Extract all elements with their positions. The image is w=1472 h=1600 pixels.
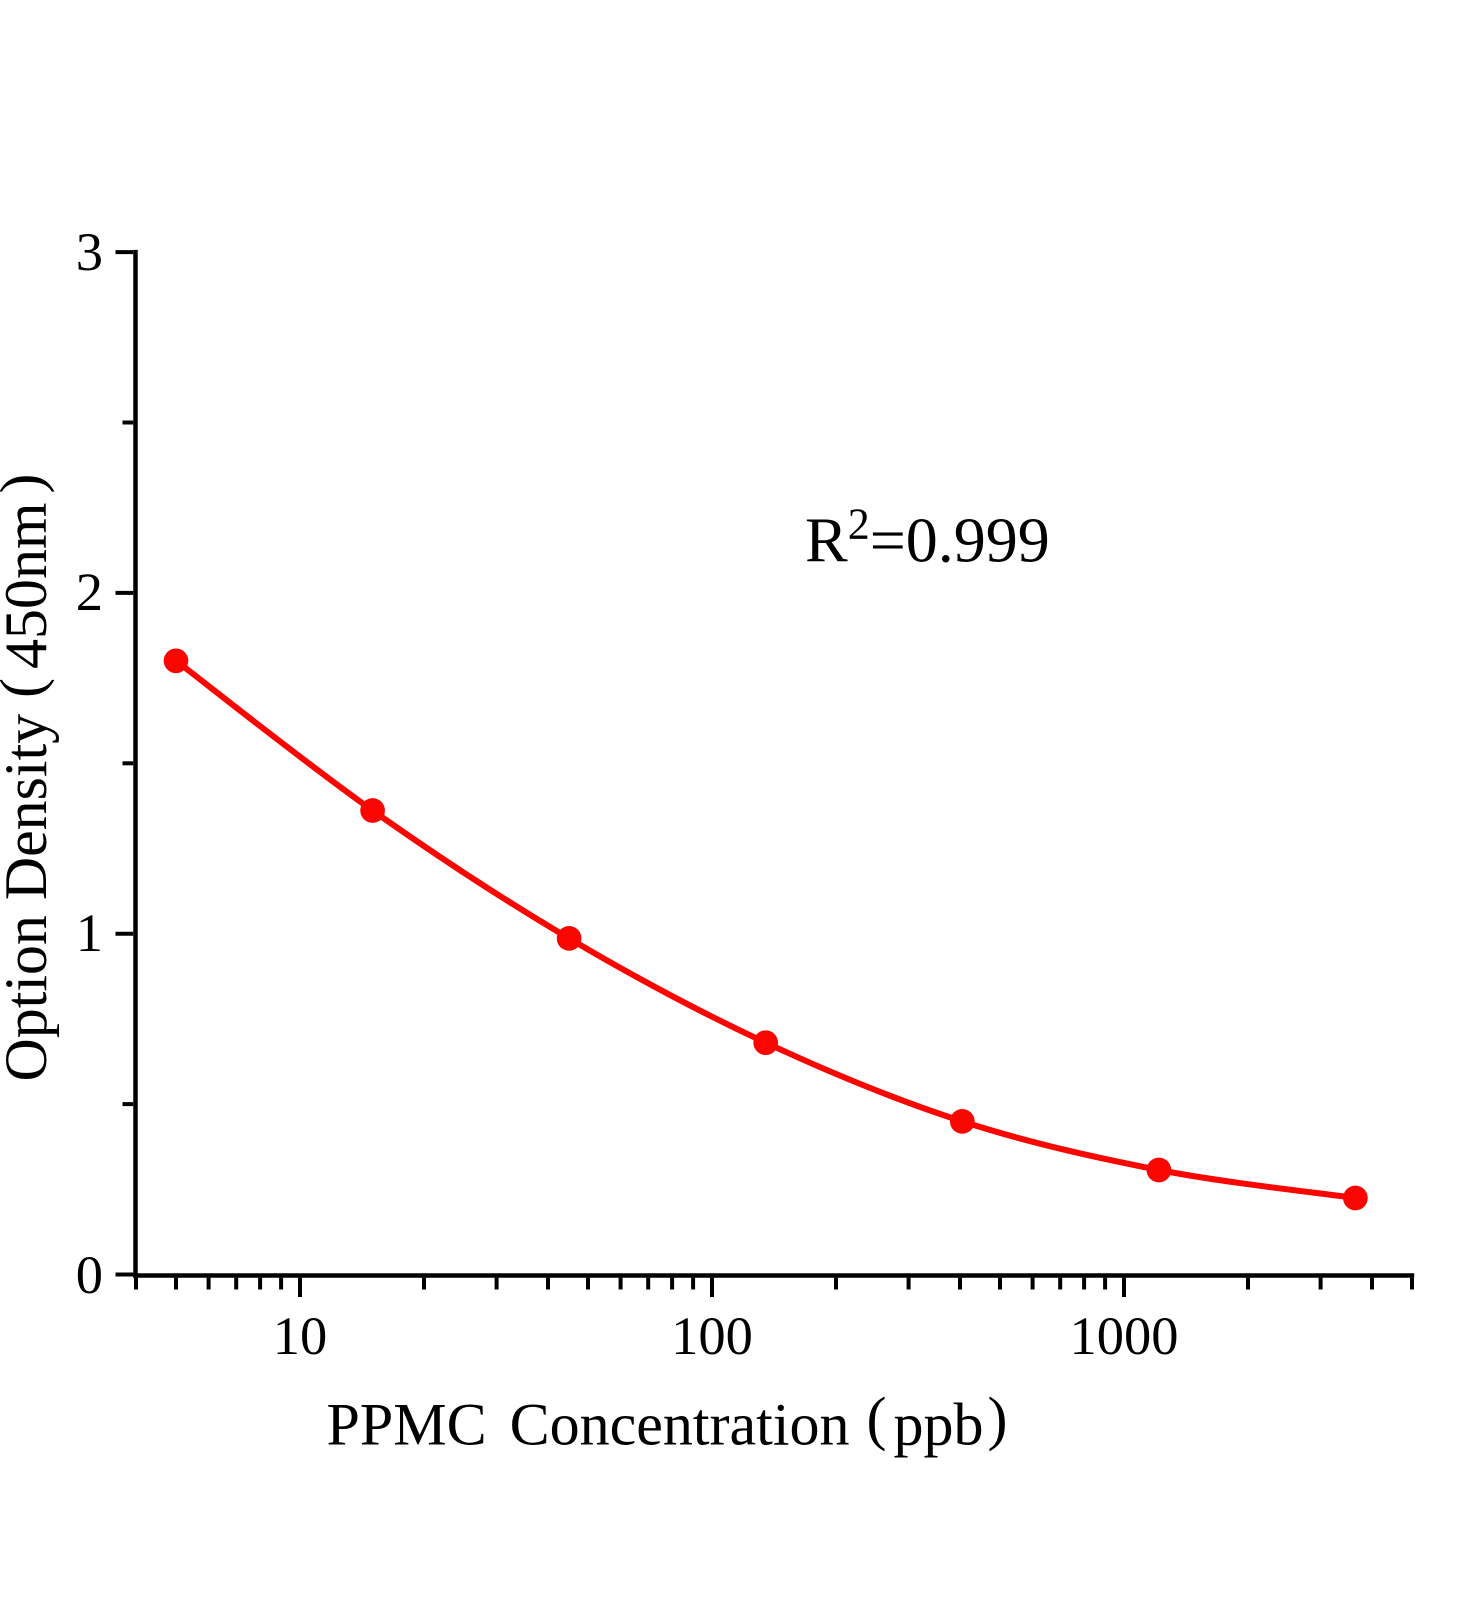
- svg-text:10: 10: [273, 1305, 328, 1366]
- svg-text:Option Density(450nm): Option Density(450nm): [0, 474, 59, 1082]
- svg-text:2: 2: [76, 561, 103, 622]
- svg-text:1: 1: [76, 902, 103, 963]
- svg-text:3: 3: [76, 221, 103, 282]
- svg-text:0: 0: [76, 1244, 103, 1305]
- svg-text:R2=0.999: R2=0.999: [805, 500, 1050, 576]
- svg-text:100: 100: [671, 1305, 753, 1366]
- svg-text:1000: 1000: [1070, 1305, 1179, 1366]
- svg-text:PPMC Concentration(ppb): PPMC Concentration(ppb): [327, 1386, 1008, 1458]
